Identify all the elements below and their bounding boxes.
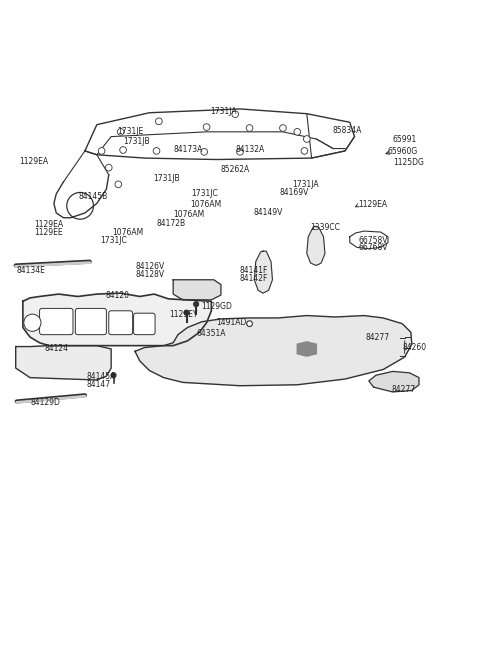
Circle shape bbox=[153, 147, 160, 155]
Text: 1129EA: 1129EA bbox=[20, 157, 48, 166]
Text: 84172B: 84172B bbox=[156, 219, 186, 228]
Text: 1491AD: 1491AD bbox=[216, 318, 247, 328]
Text: 1129GD: 1129GD bbox=[201, 301, 232, 310]
Text: 1129EA: 1129EA bbox=[359, 200, 387, 210]
Circle shape bbox=[120, 147, 126, 153]
Circle shape bbox=[117, 128, 124, 135]
Text: 84126V: 84126V bbox=[136, 262, 165, 271]
Polygon shape bbox=[307, 227, 325, 265]
Polygon shape bbox=[23, 293, 211, 346]
Text: 84260: 84260 bbox=[402, 343, 426, 352]
Polygon shape bbox=[135, 316, 412, 386]
Text: 66758V: 66758V bbox=[359, 236, 388, 245]
FancyBboxPatch shape bbox=[109, 310, 132, 335]
Text: 84141F: 84141F bbox=[239, 266, 267, 274]
Text: 84120: 84120 bbox=[106, 291, 130, 299]
Polygon shape bbox=[369, 371, 419, 392]
Text: 84145B: 84145B bbox=[79, 192, 108, 201]
FancyBboxPatch shape bbox=[39, 309, 73, 335]
Text: 1129EE: 1129EE bbox=[34, 227, 62, 236]
Circle shape bbox=[237, 149, 243, 155]
Circle shape bbox=[184, 310, 189, 315]
Text: 84149V: 84149V bbox=[253, 208, 283, 217]
Circle shape bbox=[106, 164, 112, 171]
Text: 1076AM: 1076AM bbox=[173, 210, 204, 219]
Circle shape bbox=[201, 149, 207, 155]
Text: 1076AM: 1076AM bbox=[112, 227, 144, 236]
Polygon shape bbox=[254, 251, 273, 293]
Circle shape bbox=[111, 373, 116, 378]
Text: 84145A: 84145A bbox=[86, 372, 116, 381]
FancyBboxPatch shape bbox=[133, 313, 155, 335]
Text: 84134E: 84134E bbox=[17, 266, 46, 274]
Circle shape bbox=[203, 124, 210, 130]
Text: 84142F: 84142F bbox=[239, 274, 267, 283]
Text: 84124: 84124 bbox=[44, 343, 68, 352]
Text: 1125DG: 1125DG bbox=[393, 158, 423, 167]
Circle shape bbox=[98, 147, 105, 155]
Text: 1731JB: 1731JB bbox=[123, 137, 150, 146]
Circle shape bbox=[280, 124, 286, 132]
Text: 84129D: 84129D bbox=[31, 398, 61, 407]
Circle shape bbox=[115, 181, 121, 188]
Polygon shape bbox=[173, 280, 221, 300]
Text: 84277: 84277 bbox=[392, 385, 416, 394]
Text: 66768V: 66768V bbox=[359, 243, 388, 252]
Text: 65991: 65991 bbox=[393, 136, 417, 145]
Text: 85834A: 85834A bbox=[332, 126, 361, 136]
Text: 1129EY: 1129EY bbox=[169, 310, 198, 319]
Text: 1731JB: 1731JB bbox=[153, 174, 180, 183]
Circle shape bbox=[156, 118, 162, 124]
Text: 1129EA: 1129EA bbox=[34, 220, 63, 229]
Text: 84132A: 84132A bbox=[235, 145, 264, 155]
Circle shape bbox=[24, 314, 41, 331]
FancyBboxPatch shape bbox=[75, 309, 107, 335]
Text: 84169V: 84169V bbox=[279, 189, 309, 197]
Circle shape bbox=[246, 124, 253, 132]
Text: 1339CC: 1339CC bbox=[311, 223, 340, 232]
Circle shape bbox=[247, 321, 252, 327]
Circle shape bbox=[301, 147, 308, 155]
Circle shape bbox=[232, 111, 239, 117]
Circle shape bbox=[294, 128, 300, 135]
Circle shape bbox=[303, 136, 310, 142]
Text: 1731JA: 1731JA bbox=[210, 107, 237, 117]
Polygon shape bbox=[16, 346, 111, 380]
Text: 85262A: 85262A bbox=[221, 164, 250, 174]
Text: 1731JC: 1731JC bbox=[101, 236, 127, 245]
Text: 84147: 84147 bbox=[86, 381, 110, 389]
Text: 84128V: 84128V bbox=[136, 270, 165, 278]
Polygon shape bbox=[297, 342, 316, 356]
Text: 84277: 84277 bbox=[365, 333, 389, 341]
Text: 1731JC: 1731JC bbox=[192, 189, 218, 198]
Text: 84173A: 84173A bbox=[173, 145, 203, 155]
Text: 64351A: 64351A bbox=[196, 329, 226, 338]
Text: 1076AM: 1076AM bbox=[190, 200, 221, 210]
Text: 65960G: 65960G bbox=[388, 147, 418, 157]
Text: 1731JE: 1731JE bbox=[117, 127, 143, 136]
Circle shape bbox=[194, 302, 199, 307]
Text: 1731JA: 1731JA bbox=[292, 180, 319, 189]
